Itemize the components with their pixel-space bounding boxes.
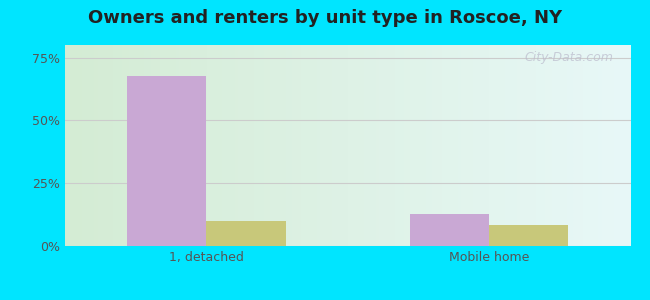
Text: Owners and renters by unit type in Roscoe, NY: Owners and renters by unit type in Rosco…: [88, 9, 562, 27]
Bar: [127, 76, 207, 246]
Bar: [489, 225, 568, 246]
Bar: [207, 221, 285, 246]
Text: City-Data.com: City-Data.com: [525, 51, 614, 64]
Bar: [410, 214, 489, 246]
